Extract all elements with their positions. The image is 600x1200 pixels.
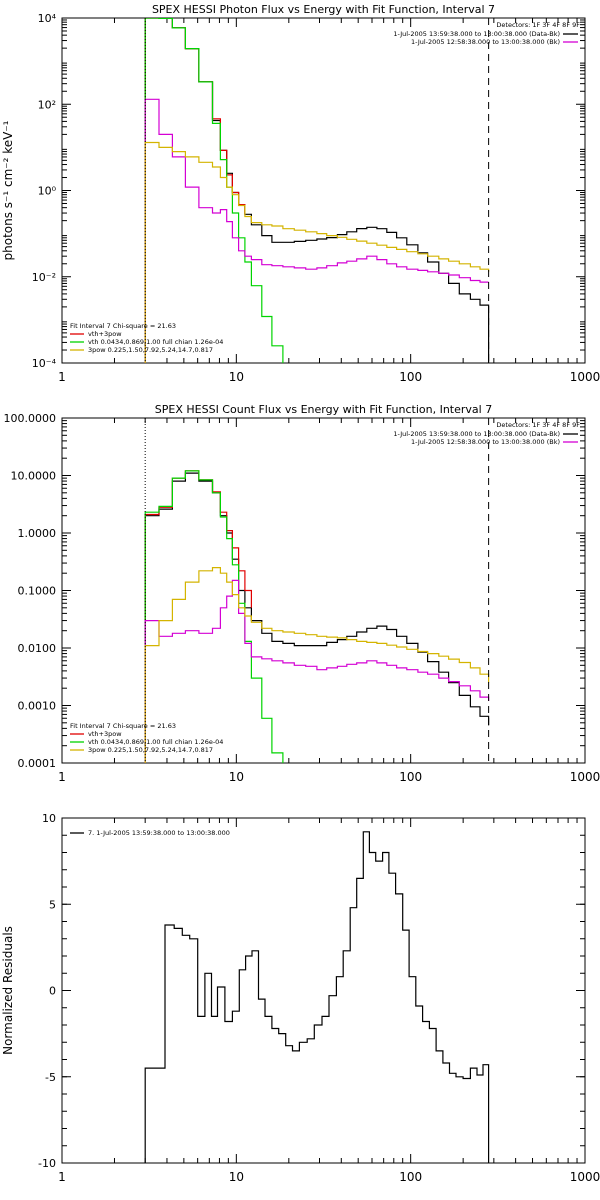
y-tick-label: 10.0000 [11,470,57,483]
x-tick-label: 1 [58,770,66,784]
y-axis-label: photons s⁻¹ cm⁻² keV⁻¹ [1,120,15,260]
series-line-4 [144,98,489,363]
x-tick-label: 100 [399,770,422,784]
x-tick-label: 1000 [570,370,600,384]
legend-fit-header: Fit Interval 7 Chi-square = 21.63 [70,322,176,330]
series-line-1 [144,472,490,763]
x-tick-label: 10 [229,770,244,784]
y-tick-label: 0 [49,985,56,998]
series-line-3 [144,470,284,763]
legend-fit-entry: vth+3pow [88,730,122,738]
y-tick-label: 10⁰ [38,185,57,198]
y-tick-label: 100.0000 [4,412,57,425]
legend-fit-entry: 3pow 0.225,1.50,7.92,5.24,14.7,0.817 [88,746,213,754]
legend-time-entry: 1-Jul-2005 12:58:38.000 to 13:00:38.000 … [411,438,560,446]
y-tick-label: -5 [45,1071,56,1084]
y-tick-label: 0.0100 [18,642,57,655]
x-tick-label: 100 [399,370,422,384]
y-axis-label: Normalized Residuals [1,926,15,1055]
x-tick-label: 1000 [570,770,600,784]
legend-fit-entry: vth 0.0434,0.869,1.00 full chian 1.26e-0… [88,338,223,346]
legend-time-entry: 1-Jul-2005 13:59:38.000 to 13:00:38.000 … [393,30,560,38]
y-tick-label: 0.1000 [18,585,57,598]
series-line-5 [144,141,490,363]
y-tick-label: -10 [38,1157,56,1170]
y-tick-label: 10⁴ [38,12,57,25]
y-tick-label: 10 [42,812,56,825]
legend-time-entry: 1-Jul-2005 12:58:38.000 to 13:00:38.000 … [411,38,560,46]
legend-fit-entry: vth+3pow [88,330,122,338]
plot-frame [61,817,586,1164]
x-tick-label: 1 [58,370,66,384]
legend-fit-header: Fit Interval 7 Chi-square = 21.63 [70,722,176,730]
series-line-1 [144,18,490,363]
chart-panel-1: SPEX HESSI Photon Flux vs Energy with Fi… [1,3,600,384]
legend-residual-entry: 7. 1-Jul-2005 13:59:38.000 to 13:00:38.0… [88,829,230,837]
legend-fit-entry: vth 0.0434,0.869,1.00 full chian 1.26e-0… [88,738,223,746]
series-line-1 [144,831,490,1163]
chart-panel-2: SPEX HESSI Count Flux vs Energy with Fit… [4,403,600,784]
x-tick-label: 10 [229,370,244,384]
series-line-2 [144,18,246,363]
x-tick-label: 1000 [570,1170,600,1184]
y-tick-label: 10⁻² [32,271,56,284]
series-line-3 [144,18,284,363]
series-line-5 [144,567,490,763]
plot-frame [61,17,586,364]
series-line-2 [144,470,252,763]
chart-title: SPEX HESSI Photon Flux vs Energy with Fi… [152,3,495,16]
y-tick-label: 5 [49,898,56,911]
legend-detectors: Detectors: 1F 3F 4F 8F 9F [496,21,580,29]
y-tick-label: 10² [38,98,56,111]
legend-time-entry: 1-Jul-2005 13:59:38.000 to 13:00:38.000 … [393,430,560,438]
series-line-4 [144,579,490,763]
y-tick-label: 10⁻⁴ [32,357,57,370]
plot-frame [61,417,586,764]
legend-detectors: Detectors: 1F 3F 4F 8F 9F [496,421,580,429]
y-tick-label: 0.0001 [18,757,57,770]
y-tick-label: 1.0000 [18,527,57,540]
x-tick-label: 10 [229,1170,244,1184]
x-tick-label: 1 [58,1170,66,1184]
y-tick-label: 0.0010 [18,700,57,713]
x-tick-label: 100 [399,1170,422,1184]
legend-fit-entry: 3pow 0.225,1.50,7.92,5.24,14.7,0.817 [88,346,213,354]
chart-title: SPEX HESSI Count Flux vs Energy with Fit… [155,403,492,416]
chart-panel-3: Normalized Residuals 1 10 100 1000 -10 -5 0 5 10 7… [1,812,600,1184]
